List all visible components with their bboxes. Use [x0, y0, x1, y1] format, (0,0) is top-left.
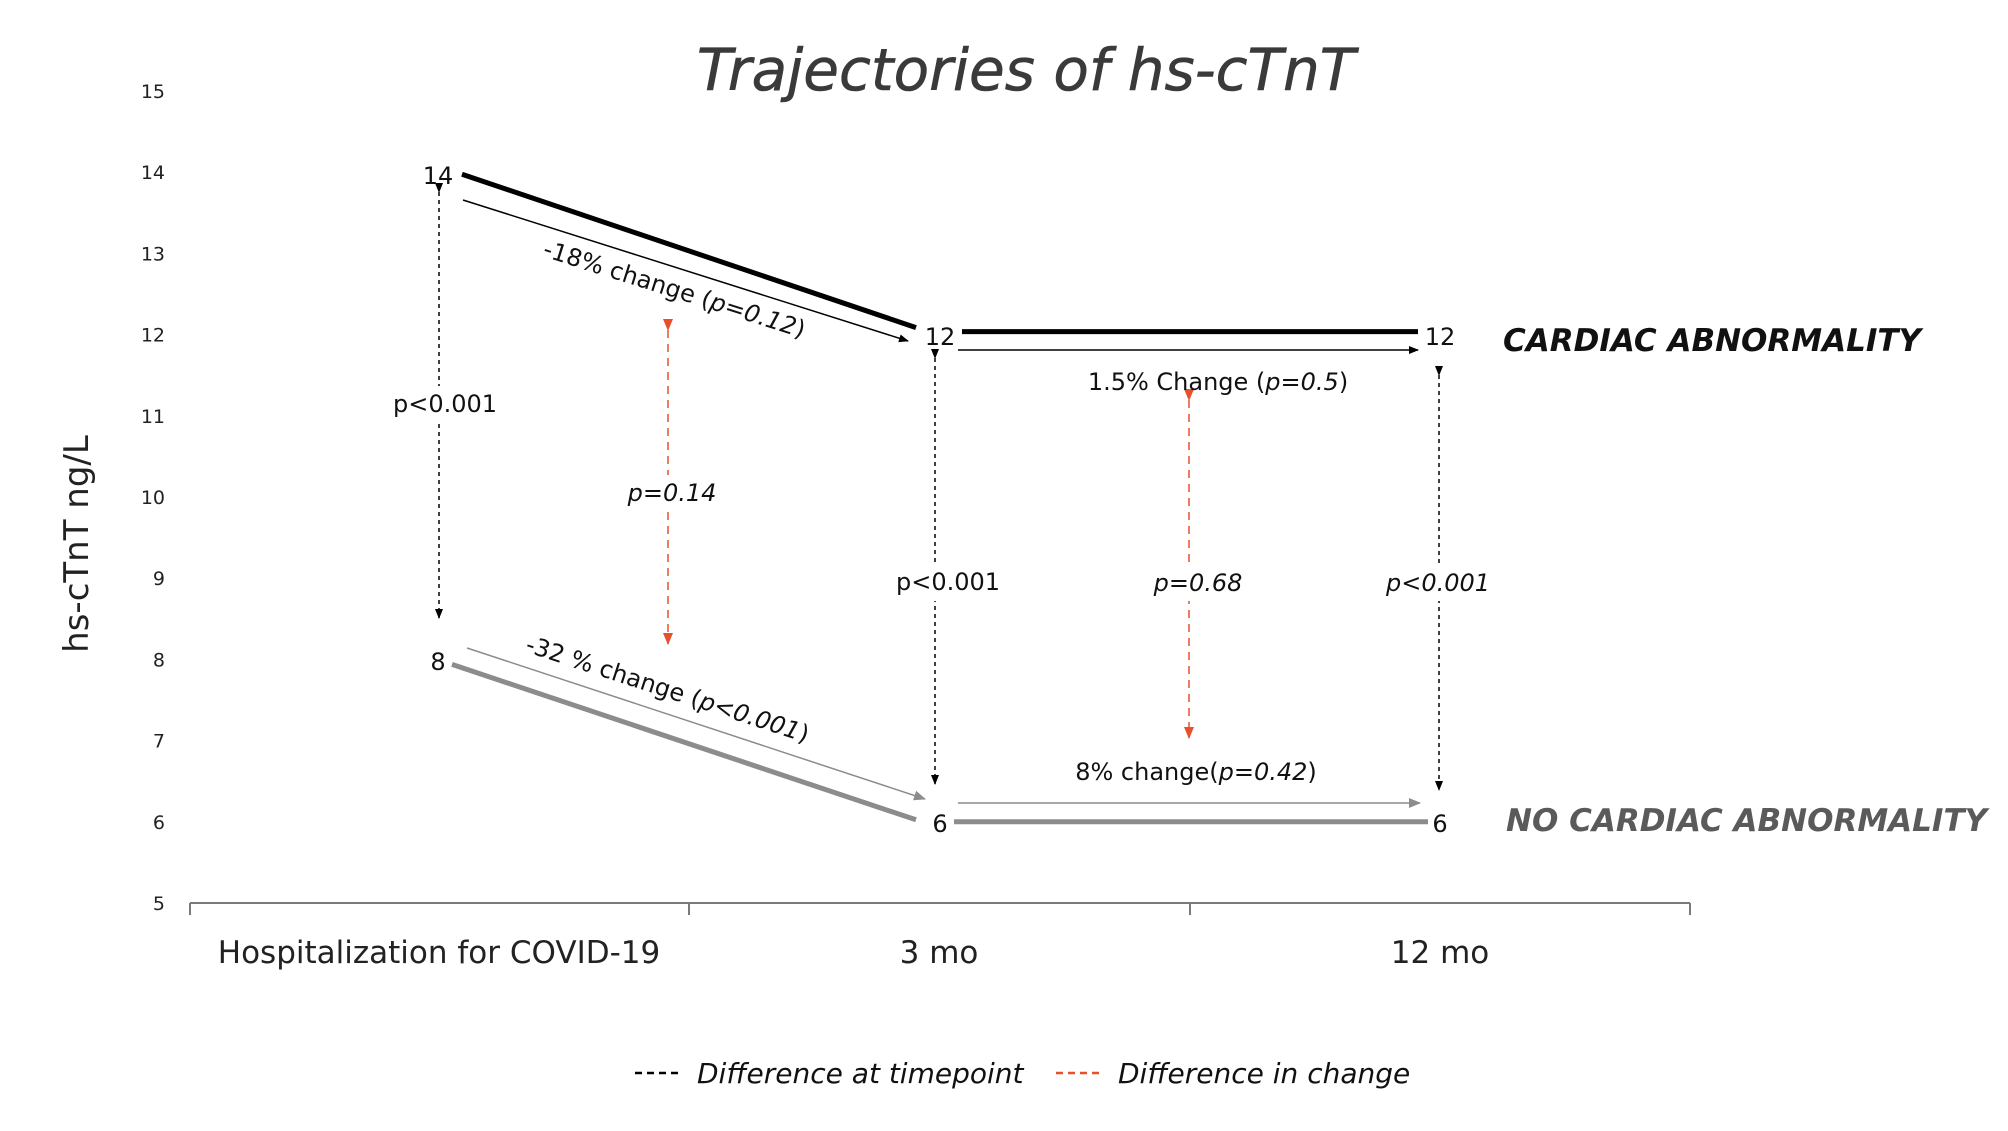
upper-change-arrow	[462, 199, 909, 343]
y-tick-label: 11	[141, 406, 165, 428]
series-lines	[451, 171, 1428, 825]
lower-change-label: -32 % change (p<0.001)	[522, 630, 812, 748]
annotation-text: -18% change (	[540, 235, 715, 314]
lower-point-label: 6	[1432, 810, 1447, 838]
x-tick-label: Hospitalization for COVID-19	[218, 935, 660, 971]
difference-in-change-label: p=0.14	[627, 479, 717, 507]
legend-label: Difference at timepoint	[697, 1057, 1025, 1090]
annotation-text: )	[1339, 368, 1348, 396]
y-tick-label: 8	[153, 649, 165, 671]
chart-title: Trajectories of hs-cTnT	[697, 36, 1360, 104]
label-backing	[393, 386, 497, 422]
y-tick-label: 7	[153, 731, 165, 753]
annotations: -18% change (p=0.12)1.5% Change (p=0.5)-…	[393, 235, 1490, 786]
difference-in-change-label: p=0.68	[1153, 569, 1243, 597]
y-tick-label: 13	[141, 243, 165, 265]
label-backing	[1153, 565, 1243, 601]
lower-series-name: NO CARDIAC ABNORMALITY	[1506, 803, 1991, 839]
y-tick-label: 10	[141, 487, 165, 509]
label-backing	[1386, 565, 1490, 601]
y-axis-label: hs-cTnT ng/L	[57, 435, 97, 653]
difference-at-timepoint-label: p<0.001	[896, 568, 1000, 596]
x-tick-label: 3 mo	[900, 935, 979, 971]
annotation-p-value: p=0.5	[1264, 368, 1339, 396]
upper-point-label: 12	[1425, 323, 1456, 351]
y-tick-label: 5	[153, 893, 165, 915]
y-tick-label: 15	[141, 81, 165, 103]
change-arrows	[462, 199, 1421, 808]
lower-point-label: 8	[430, 648, 445, 676]
difference-at-timepoint-label: p<0.001	[1385, 569, 1490, 597]
upper-point-label: 12	[925, 323, 956, 351]
annotation-text: -32 % change (	[522, 630, 704, 713]
y-tick-label: 9	[153, 568, 165, 590]
annotation-text: 8% change(	[1075, 758, 1218, 786]
y-tick-label: 6	[153, 812, 165, 834]
lower-change-label: 8% change(p=0.42)	[1075, 758, 1317, 786]
annotation-text: )	[1307, 758, 1316, 786]
x-tick-labels: Hospitalization for COVID-19 3 mo 12 mo	[218, 935, 1489, 971]
upper-series-line	[461, 171, 917, 330]
upper-point-label: 14	[423, 162, 454, 190]
label-backing	[896, 565, 1000, 601]
difference-arrows	[393, 183, 1490, 791]
annotation-p-value: p=0.12	[706, 287, 800, 341]
x-tick-label: 12 mo	[1391, 935, 1489, 971]
legend: Difference at timepoint Difference in cha…	[635, 1057, 1410, 1090]
y-tick-label: 12	[141, 325, 165, 347]
series-names: CARDIAC ABNORMALITY NO CARDIAC ABNORMALIT…	[1503, 323, 1991, 839]
upper-change-label: 1.5% Change (p=0.5)	[1088, 368, 1348, 396]
x-tick-marks	[189, 903, 1691, 915]
lower-change-arrow	[466, 647, 926, 801]
label-backing	[627, 475, 717, 511]
annotation-text: 1.5% Change (	[1088, 368, 1265, 396]
lower-point-label: 6	[932, 810, 947, 838]
lower-series-line	[451, 662, 917, 823]
point-labels: 14 12 12 8 6 6	[423, 162, 1456, 838]
difference-at-timepoint-label: p<0.001	[393, 390, 497, 418]
legend-label: Difference in change	[1118, 1057, 1410, 1090]
upper-series-name: CARDIAC ABNORMALITY	[1503, 323, 1925, 359]
y-tick-labels: 5 6 7 8 9 10 11 12 13 14 15	[141, 81, 165, 915]
y-tick-label: 14	[141, 162, 165, 184]
annotation-p-value: p<0.001	[695, 686, 804, 745]
annotation-p-value: p=0.42	[1218, 758, 1308, 786]
upper-change-label: -18% change (p=0.12)	[540, 235, 809, 344]
